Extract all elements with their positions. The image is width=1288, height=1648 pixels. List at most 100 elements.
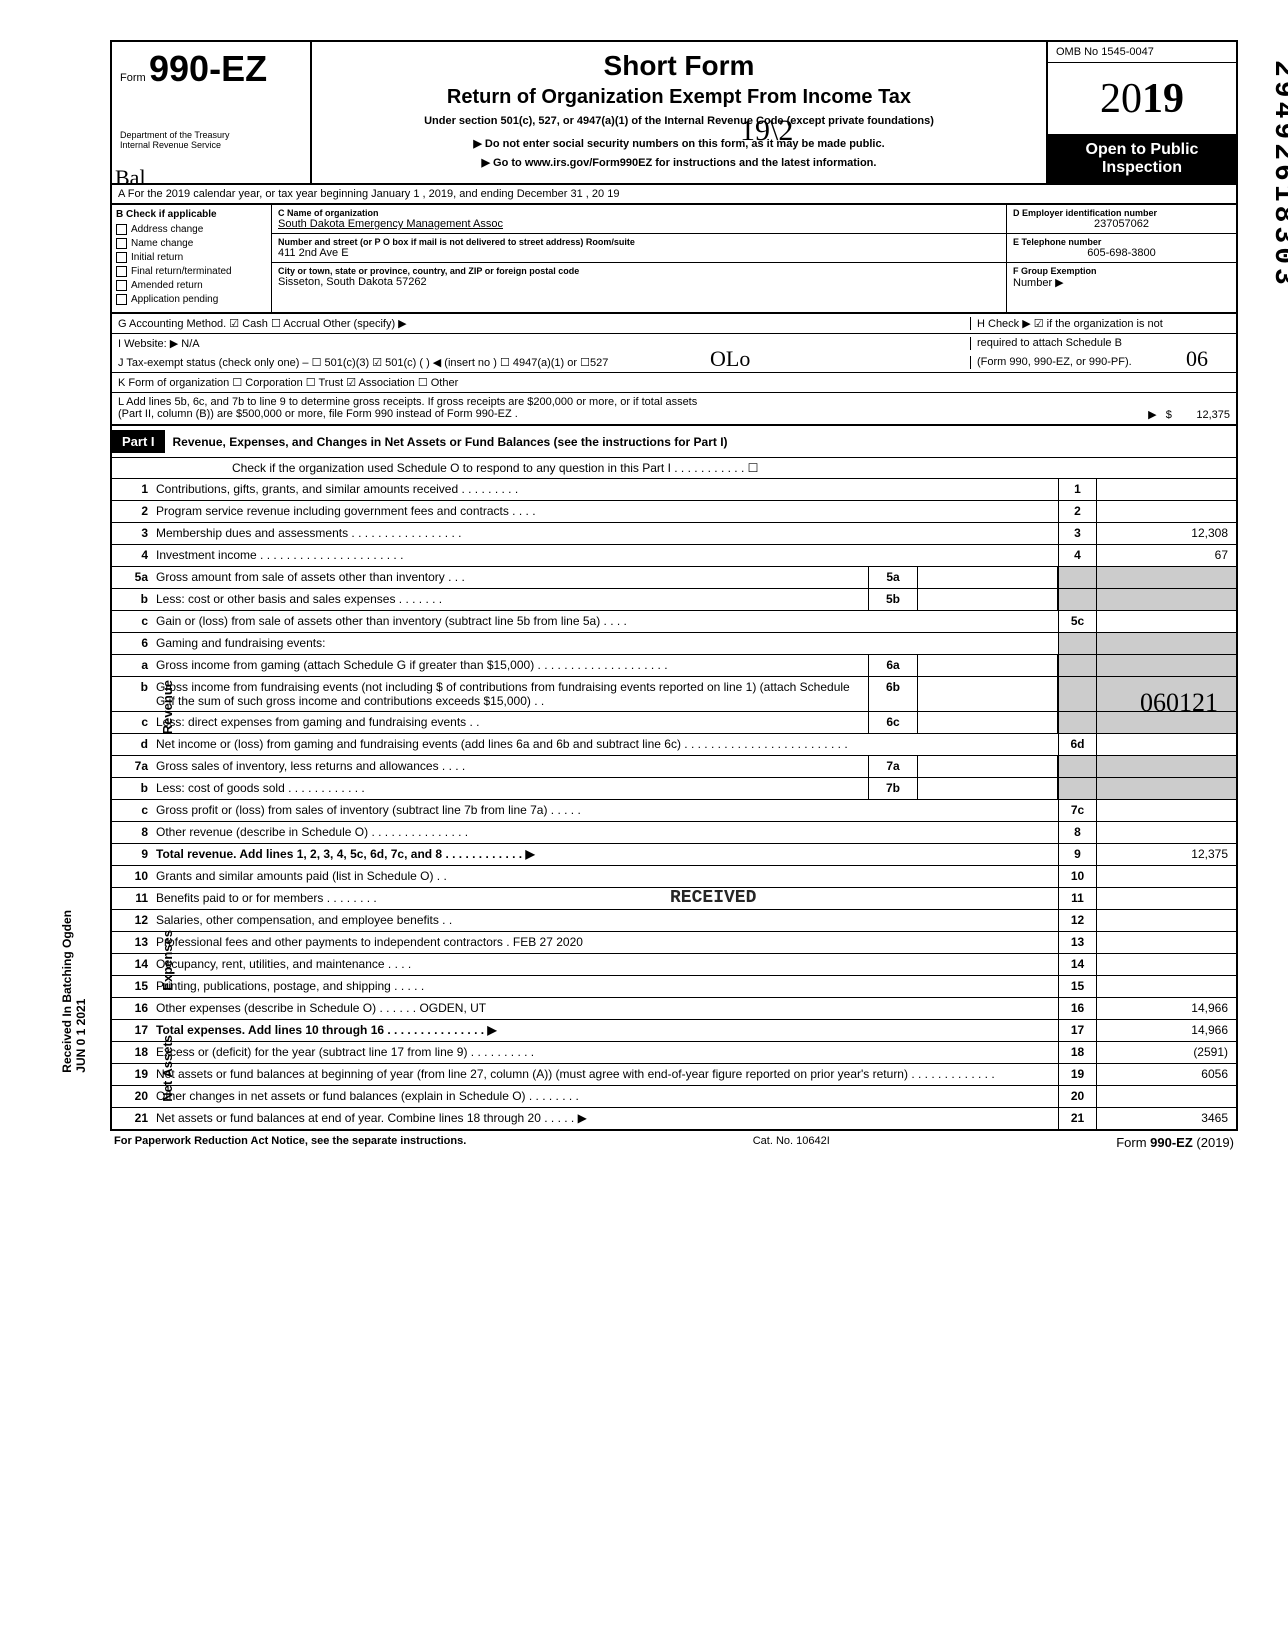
stamp-batching: Received In Batching Ogden [60, 910, 74, 1073]
line-text: Total expenses. Add lines 10 through 16 … [154, 1020, 1058, 1040]
open-public-1: Open to Public [1052, 141, 1232, 159]
box-value[interactable]: 12,375 [1096, 844, 1236, 865]
line-number: b [112, 778, 154, 798]
box-value[interactable] [1096, 976, 1236, 997]
line-text: Less: cost or other basis and sales expe… [154, 589, 868, 609]
side-expenses-label: Expenses [160, 930, 175, 991]
row-l: L Add lines 5b, 6c, and 7b to line 9 to … [112, 393, 1236, 424]
box-value[interactable]: 14,966 [1096, 1020, 1236, 1041]
header-right: OMB No 1545-0047 2019 Open to Public Ins… [1046, 42, 1236, 183]
line-number: a [112, 655, 154, 675]
sub-box-label: 5a [868, 567, 918, 588]
check-final-return[interactable]: Final return/terminated [116, 266, 267, 277]
sub-box-value[interactable] [918, 655, 1058, 676]
box-value[interactable] [1096, 611, 1236, 632]
org-info-column: C Name of organization South Dakota Emer… [272, 205, 1006, 312]
box-number: 15 [1058, 976, 1096, 997]
box-value[interactable] [1096, 932, 1236, 953]
meta-rows: G Accounting Method. ☑ Cash ☐ Accrual Ot… [110, 314, 1238, 426]
box-value[interactable] [1096, 479, 1236, 500]
line-text: Gross sales of inventory, less returns a… [154, 756, 868, 776]
phone-cell: E Telephone number 605-698-3800 [1007, 234, 1236, 263]
check-label: Final return/terminated [131, 266, 232, 277]
form-line: 10Grants and similar amounts paid (list … [112, 865, 1236, 887]
box-value[interactable]: 12,308 [1096, 523, 1236, 544]
line-text: Total revenue. Add lines 1, 2, 3, 4, 5c,… [154, 844, 1058, 864]
line-number: 17 [112, 1020, 154, 1040]
form-line: dNet income or (loss) from gaming and fu… [112, 733, 1236, 755]
box-value[interactable] [1096, 734, 1236, 755]
box-value[interactable]: 14,966 [1096, 998, 1236, 1019]
row-i-h2: I Website: ▶ N/A required to attach Sche… [112, 334, 1236, 353]
box-value[interactable] [1096, 822, 1236, 843]
line-text: Net income or (loss) from gaming and fun… [154, 734, 1058, 754]
check-name-change[interactable]: Name change [116, 238, 267, 249]
line-number: 15 [112, 976, 154, 996]
open-public-2: Inspection [1052, 159, 1232, 177]
line-text: Other changes in net assets or fund bala… [154, 1086, 1058, 1106]
box-value[interactable] [1096, 954, 1236, 975]
under-section-text: Under section 501(c), 527, or 4947(a)(1)… [322, 115, 1036, 127]
check-app-pending[interactable]: Application pending [116, 294, 267, 305]
sub-box-value[interactable] [918, 589, 1058, 610]
box-number: 8 [1058, 822, 1096, 843]
group-exemption-cell: F Group Exemption Number ▶ [1007, 263, 1236, 292]
row-j-h3: J Tax-exempt status (check only one) – ☐… [112, 353, 1236, 373]
line-number: 3 [112, 523, 154, 543]
line-number: 11 [112, 888, 154, 908]
box-value[interactable] [1096, 888, 1236, 909]
lines-container: 1Contributions, gifts, grants, and simil… [112, 478, 1236, 1129]
line-number: 4 [112, 545, 154, 565]
check-address-change[interactable]: Address change [116, 224, 267, 235]
box-number-shaded [1058, 567, 1096, 588]
box-value[interactable] [1096, 910, 1236, 931]
sub-box-value[interactable] [918, 677, 1058, 711]
box-number: 17 [1058, 1020, 1096, 1041]
form-line: 17Total expenses. Add lines 10 through 1… [112, 1019, 1236, 1041]
barcode-digits: 29492618303 [1267, 60, 1288, 289]
form-line: 16Other expenses (describe in Schedule O… [112, 997, 1236, 1019]
sub-box-value[interactable] [918, 712, 1058, 733]
sub-box-value[interactable] [918, 756, 1058, 777]
check-amended[interactable]: Amended return [116, 280, 267, 291]
received-text: RECEIVED [670, 888, 756, 908]
form-line: 20Other changes in net assets or fund ba… [112, 1085, 1236, 1107]
h-line1: H Check ▶ ☑ if the organization is not [977, 317, 1230, 330]
form-line: 1Contributions, gifts, grants, and simil… [112, 478, 1236, 500]
line-number: c [112, 712, 154, 732]
line-number: 20 [112, 1086, 154, 1106]
sub-box-value[interactable] [918, 778, 1058, 799]
org-name: South Dakota Emergency Management Assoc [278, 218, 1000, 230]
box-value[interactable]: 3465 [1096, 1108, 1236, 1129]
box-number: 6d [1058, 734, 1096, 755]
box-value[interactable] [1096, 501, 1236, 522]
box-number-shaded [1058, 778, 1096, 799]
sub-box-label: 6c [868, 712, 918, 733]
check-title: B Check if applicable [116, 209, 267, 220]
line-text: Excess or (deficit) for the year (subtra… [154, 1042, 1058, 1062]
side-netassets-label: Net Assets [160, 1035, 175, 1102]
box-value[interactable] [1096, 1086, 1236, 1107]
box-value[interactable] [1096, 866, 1236, 887]
box-value[interactable] [1096, 800, 1236, 821]
l-line1: L Add lines 5b, 6c, and 7b to line 9 to … [118, 396, 1230, 408]
line-number: 21 [112, 1108, 154, 1128]
row-k: K Form of organization ☐ Corporation ☐ T… [112, 373, 1236, 393]
box-value[interactable]: 67 [1096, 545, 1236, 566]
org-address: 411 2nd Ave E [278, 247, 1000, 259]
box-number-shaded [1058, 756, 1096, 777]
box-number: 13 [1058, 932, 1096, 953]
check-label: Address change [131, 224, 203, 235]
box-number-shaded [1058, 655, 1096, 676]
box-value[interactable]: (2591) [1096, 1042, 1236, 1063]
line-number: 14 [112, 954, 154, 974]
sub-box-label: 6a [868, 655, 918, 676]
box-number: 9 [1058, 844, 1096, 865]
form-label: Form [120, 72, 146, 84]
line-text: Less: direct expenses from gaming and fu… [154, 712, 868, 732]
box-value[interactable]: 6056 [1096, 1064, 1236, 1085]
line-number: 6 [112, 633, 154, 653]
sub-box-value[interactable] [918, 567, 1058, 588]
check-initial-return[interactable]: Initial return [116, 252, 267, 263]
line-text: Gross amount from sale of assets other t… [154, 567, 868, 587]
